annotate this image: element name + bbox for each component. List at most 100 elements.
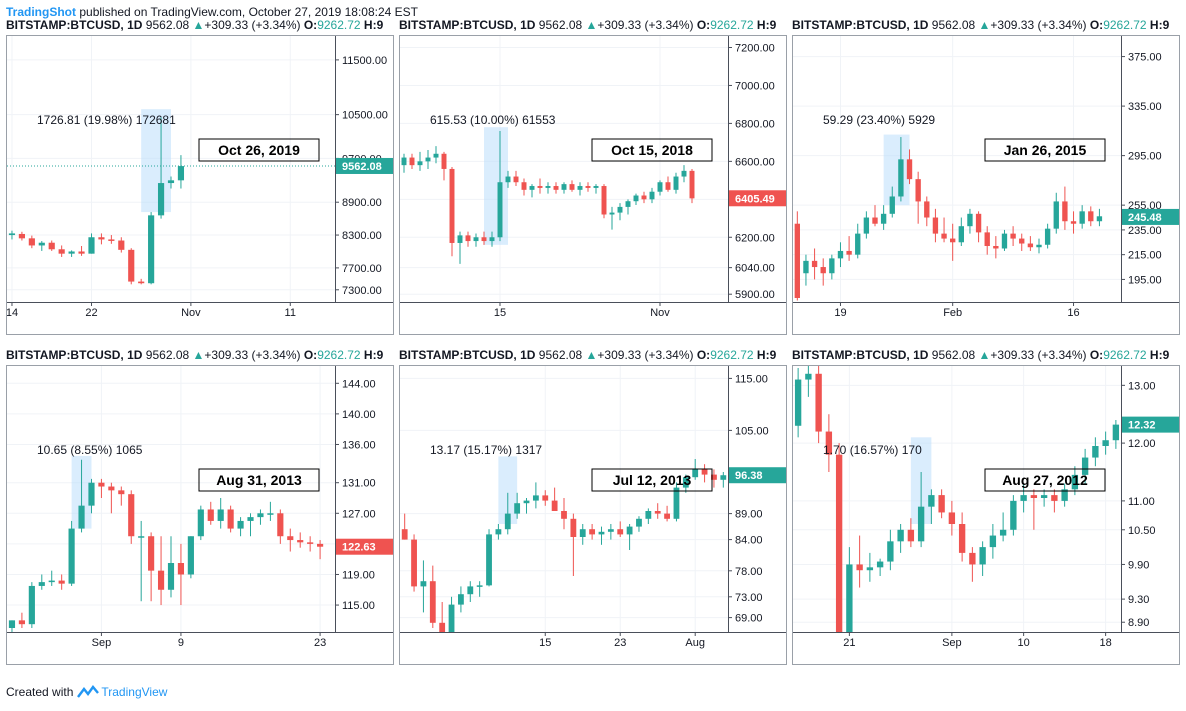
candle[interactable] [505, 170, 511, 188]
candle[interactable] [915, 171, 921, 224]
candle[interactable] [682, 474, 689, 493]
candle[interactable] [711, 469, 717, 488]
candle[interactable] [257, 509, 264, 525]
candle[interactable] [449, 167, 455, 257]
candle[interactable] [108, 482, 115, 514]
candle[interactable] [58, 574, 65, 590]
candle[interactable] [98, 478, 105, 498]
candle[interactable] [969, 547, 976, 582]
candlestick-chart[interactable]: 13.00 12.00 11.00 10.50 9.90 9.30 8.90 12.32 21 S… [793, 366, 1179, 664]
candle[interactable] [68, 520, 75, 586]
candle[interactable] [78, 246, 85, 256]
chart-frame[interactable]: 13.00 12.00 11.00 10.50 9.90 9.30 8.90 12.32 21 S… [792, 365, 1180, 665]
candle[interactable] [1061, 483, 1068, 507]
candle[interactable] [78, 459, 85, 533]
candle[interactable] [118, 486, 125, 506]
candle[interactable] [227, 505, 234, 533]
candle[interactable] [811, 248, 818, 280]
candle[interactable] [1001, 229, 1008, 251]
candle[interactable] [207, 501, 214, 525]
candle[interactable] [846, 236, 852, 261]
candle[interactable] [1071, 466, 1079, 496]
candle[interactable] [975, 211, 982, 243]
candle[interactable] [999, 512, 1007, 542]
candle[interactable] [645, 508, 652, 524]
candle[interactable] [481, 231, 487, 245]
candle[interactable] [297, 532, 304, 548]
candle[interactable] [128, 248, 135, 285]
candle[interactable] [551, 487, 558, 511]
candle[interactable] [898, 137, 904, 202]
candle[interactable] [486, 529, 492, 587]
candle[interactable] [673, 482, 680, 522]
candle[interactable] [570, 513, 577, 576]
candle[interactable] [958, 217, 964, 246]
candle[interactable] [532, 482, 539, 509]
candle[interactable] [489, 231, 495, 247]
candle[interactable] [636, 516, 642, 532]
candle[interactable] [577, 182, 583, 196]
candle[interactable] [187, 536, 194, 579]
candle[interactable] [1040, 489, 1048, 507]
candle[interactable] [626, 524, 633, 550]
candle[interactable] [689, 168, 695, 204]
candle[interactable] [561, 182, 567, 194]
candle[interactable] [457, 231, 463, 264]
candle[interactable] [907, 518, 915, 548]
chart-panel[interactable]: BITSTAMP:BTCUSD, 1D 9562.08 ▲+309.33 (+3… [792, 17, 1180, 335]
candle[interactable] [523, 498, 530, 514]
candle[interactable] [601, 184, 607, 219]
candle[interactable] [38, 574, 45, 590]
candle[interactable] [465, 231, 471, 247]
candle[interactable] [167, 176, 175, 189]
candle[interactable] [561, 498, 567, 530]
candle[interactable] [1088, 206, 1094, 227]
candle[interactable] [247, 513, 254, 537]
candle[interactable] [553, 182, 559, 194]
candle[interactable] [1070, 211, 1077, 234]
candle[interactable] [856, 535, 863, 588]
candle[interactable] [825, 414, 833, 472]
candle[interactable] [495, 524, 502, 540]
candle[interactable] [521, 178, 527, 196]
candle[interactable] [420, 560, 427, 613]
candle[interactable] [984, 226, 990, 255]
candle[interactable] [589, 524, 596, 540]
candle[interactable] [1010, 495, 1017, 536]
candle[interactable] [701, 464, 708, 483]
candle[interactable] [866, 552, 874, 582]
candle[interactable] [794, 211, 800, 301]
candle[interactable] [1044, 223, 1051, 249]
candle[interactable] [664, 505, 670, 522]
candle[interactable] [177, 543, 185, 606]
candle[interactable] [1053, 192, 1059, 234]
candle[interactable] [897, 524, 904, 553]
candle[interactable] [720, 472, 727, 488]
candle[interactable] [467, 581, 474, 602]
candle[interactable] [928, 489, 935, 524]
candle[interactable] [654, 503, 661, 519]
candle[interactable] [138, 278, 145, 285]
candle[interactable] [88, 478, 95, 514]
candle[interactable] [18, 612, 25, 628]
candle[interactable] [863, 211, 870, 239]
candle[interactable] [585, 182, 591, 192]
candle[interactable] [803, 254, 809, 286]
candle[interactable] [673, 172, 679, 194]
candle[interactable] [128, 490, 135, 544]
candle[interactable] [1051, 489, 1058, 513]
candle[interactable] [1030, 489, 1038, 530]
candle[interactable] [177, 155, 185, 189]
candle[interactable] [958, 512, 966, 562]
chart-frame[interactable]: 7200.007000.006800.006600.006400.006200.… [399, 35, 787, 335]
candle[interactable] [529, 184, 535, 198]
candle[interactable] [880, 205, 887, 230]
candle[interactable] [665, 176, 671, 192]
candlestick-chart[interactable]: 7200.007000.006800.006600.006400.006200.… [400, 36, 786, 334]
candle[interactable] [617, 521, 624, 537]
candle[interactable] [138, 520, 145, 602]
candle[interactable] [542, 490, 549, 506]
candlestick-chart[interactable]: 144.00140.00136.00131.00127.00123.00119.… [7, 366, 393, 664]
chart-panel[interactable]: BITSTAMP:BTCUSD, 1D 9562.08 ▲+309.33 (+3… [399, 17, 787, 335]
candlestick-chart[interactable]: 375.00335.00295.00255.00235.00215.00195.… [793, 36, 1179, 334]
